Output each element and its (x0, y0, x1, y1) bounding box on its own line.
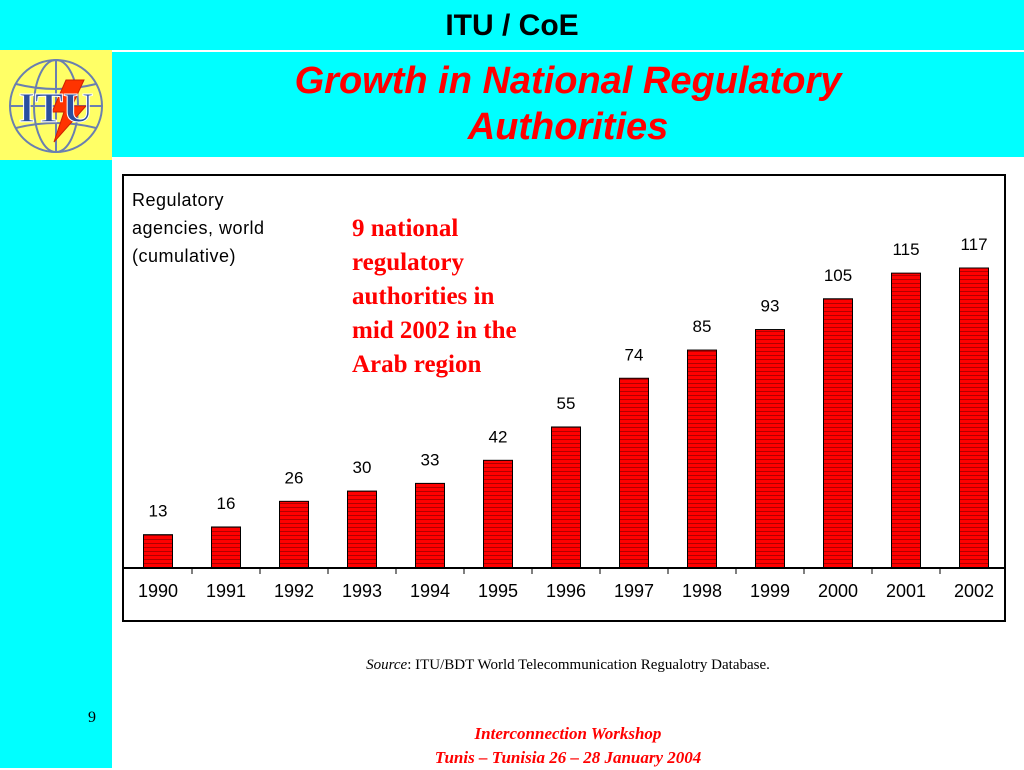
slide-title-line1: Growth in National Regulatory (294, 60, 842, 102)
header-title: ITU / CoE (445, 9, 579, 42)
data-label-2001: 115 (892, 240, 919, 259)
x-axis: 1990 1991 1992 1993 1994 1995 1996 1997 1998 1999… (124, 567, 1004, 601)
bar-1998 (687, 349, 717, 569)
logo-text: ITU (19, 86, 94, 132)
footer-line1: Interconnection Workshop (474, 724, 662, 743)
data-label-1992: 26 (285, 468, 304, 487)
slide-title-line2: Authorities (467, 106, 669, 148)
data-label-1998: 85 (693, 317, 712, 336)
bar-1994 (415, 482, 445, 569)
bar-1997 (619, 377, 649, 569)
bars (143, 267, 989, 569)
chart-title-line: agencies, world (132, 218, 265, 238)
x-tick-label-1994: 1994 (410, 581, 450, 601)
chart-title-line: (cumulative) (132, 246, 236, 266)
x-tick-label-1992: 1992 (274, 581, 314, 601)
x-tick-label-2002: 2002 (954, 581, 994, 601)
data-label-2002: 117 (960, 235, 987, 254)
data-label-1993: 30 (353, 458, 372, 477)
footer: Interconnection Workshop Tunis – Tunisia… (112, 722, 1024, 770)
data-label-2000: 105 (824, 266, 852, 285)
x-tick-label-1996: 1996 (546, 581, 586, 601)
data-label-1990: 13 (149, 502, 168, 521)
x-tick-label-1990: 1990 (138, 581, 178, 601)
top-banner: ITU / CoE (0, 0, 1024, 50)
x-tick-label-2000: 2000 (818, 581, 858, 601)
data-labels: 13 16 26 30 33 42 55 74 85 93 105 115 117 (149, 235, 988, 521)
bar-1990 (143, 534, 173, 569)
x-tick-label-1998: 1998 (682, 581, 722, 601)
source-label: Source (366, 657, 408, 673)
chart-frame: Regulatory agencies, world (cumulative) 13… (122, 174, 1006, 622)
bar-2002 (959, 267, 989, 569)
x-tick-label-1999: 1999 (750, 581, 790, 601)
data-label-1996: 55 (557, 394, 576, 413)
chart-annotation-line: regulatory (352, 249, 465, 276)
chart-title: Regulatory agencies, world (cumulative) (132, 190, 265, 266)
itu-logo: ITU (0, 50, 112, 160)
x-tick-label-1991: 1991 (206, 581, 246, 601)
bar-1996 (551, 426, 581, 569)
source-text: : ITU/BDT World Telecommunication Regual… (407, 657, 770, 673)
chart-annotation-line: 9 national (352, 215, 459, 242)
chart-annotation-line: Arab region (352, 351, 482, 378)
bar-1993 (347, 490, 377, 569)
bar-1999 (755, 329, 785, 569)
data-label-1991: 16 (217, 494, 236, 513)
x-tick-label-1995: 1995 (478, 581, 518, 601)
x-tick-label-2001: 2001 (886, 581, 926, 601)
bar-1995 (483, 459, 513, 569)
bar-1991 (211, 526, 241, 569)
x-tick-label-1993: 1993 (342, 581, 382, 601)
bar-2001 (891, 272, 921, 569)
footer-line2: Tunis – Tunisia 26 – 28 January 2004 (434, 748, 702, 767)
itu-logo-graphic: ITU (9, 59, 103, 153)
bar-1992 (279, 500, 309, 569)
x-tick-label-1997: 1997 (614, 581, 654, 601)
data-label-1999: 93 (761, 297, 780, 316)
source-citation: Source: ITU/BDT World Telecommunication … (112, 657, 1024, 674)
chart-annotation-line: authorities in (352, 283, 495, 310)
chart-annotation-line: mid 2002 in the (352, 317, 517, 344)
data-label-1994: 33 (421, 450, 440, 469)
bar-2000 (823, 298, 853, 569)
data-label-1995: 42 (489, 427, 508, 446)
chart-title-line: Regulatory (132, 190, 224, 210)
slide-title: Growth in National Regulatory Authoritie… (112, 58, 1024, 150)
bar-chart: Regulatory agencies, world (cumulative) 13… (124, 190, 1004, 601)
chart-annotation: 9 national regulatory authorities in mid 20… (352, 212, 562, 382)
title-banner: Growth in National Regulatory Authoritie… (112, 52, 1024, 157)
page-number: 9 (88, 709, 96, 726)
data-label-1997: 74 (625, 345, 644, 364)
